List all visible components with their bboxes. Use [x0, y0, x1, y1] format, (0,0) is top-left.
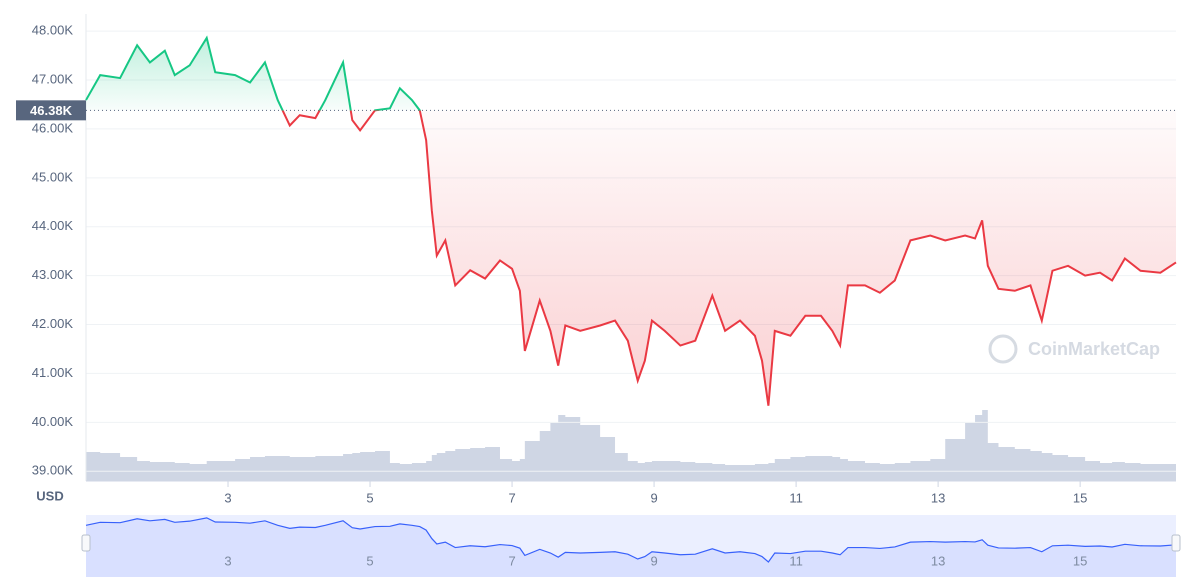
current-price-badge — [16, 100, 86, 121]
y-tick-label: 39.00K — [32, 463, 74, 478]
x-tick-label: 13 — [931, 490, 945, 505]
watermark-logo — [988, 334, 1018, 364]
navigator-tick-label: 9 — [650, 553, 657, 568]
price-area — [86, 37, 1176, 406]
navigator-tick-label: 5 — [366, 553, 373, 568]
x-tick-label: 7 — [508, 490, 515, 505]
navigator-tick-label: 13 — [931, 553, 945, 568]
x-tick-label: 9 — [650, 490, 657, 505]
x-tick-label: 5 — [366, 490, 373, 505]
price-line — [85, 35, 1177, 406]
navigator-tick-label: 15 — [1073, 553, 1087, 568]
navigator-tick-label: 11 — [789, 553, 803, 568]
current-price-label: 46.38K — [30, 103, 73, 118]
y-tick-label: 46.00K — [32, 120, 74, 135]
navigator-handle[interactable] — [81, 534, 91, 552]
y-tick-label: 42.00K — [32, 316, 74, 331]
y-tick-label: 41.00K — [32, 365, 74, 380]
y-tick-label: 47.00K — [32, 71, 74, 86]
x-tick-label: 11 — [789, 490, 803, 505]
navigator-tick-label: 3 — [224, 553, 231, 568]
navigator-area — [86, 517, 1176, 577]
plot: 39.00K 40.00K 41.00K 42.00K 43.00K 44.00K 45.0… — [16, 14, 1177, 505]
x-tick-label: 15 — [1073, 490, 1087, 505]
volume-layer — [86, 410, 1176, 481]
x-tick-label: 3 — [224, 490, 231, 505]
y-tick-label: 45.00K — [32, 169, 74, 184]
navigator-bg — [86, 515, 1176, 577]
navigator: 3 5 7 9 11 13 15 — [81, 515, 1181, 577]
navigator-line — [85, 517, 1177, 563]
navigator-handle[interactable] — [1171, 534, 1181, 552]
y-axis-label: USD — [36, 488, 63, 503]
navigator-tick-label: 7 — [508, 553, 515, 568]
y-tick-label: 48.00K — [32, 23, 74, 38]
y-tick-label: 40.00K — [32, 414, 74, 429]
y-tick-label: 43.00K — [32, 267, 74, 282]
watermark-text: CoinMarketCap — [1028, 339, 1160, 359]
volume-area — [86, 410, 1176, 481]
y-tick-label: 44.00K — [32, 218, 74, 233]
watermark: CoinMarketCap — [988, 334, 1160, 364]
